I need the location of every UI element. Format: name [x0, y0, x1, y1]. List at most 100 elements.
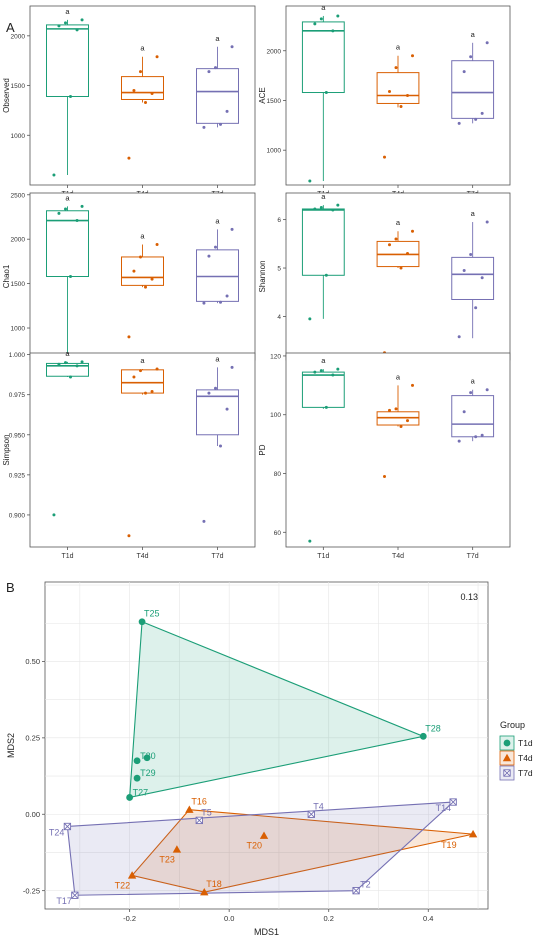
significance-letter: a	[321, 192, 326, 201]
significance-letter: a	[471, 30, 476, 39]
data-point	[336, 14, 340, 18]
data-point	[394, 66, 398, 70]
y-tick-label: 1.000	[9, 352, 26, 359]
box-T1d	[46, 24, 89, 97]
data-point	[75, 219, 79, 223]
box-T1d	[301, 208, 345, 276]
data-point	[132, 375, 136, 379]
x-tick-label: -0.2	[123, 914, 136, 923]
data-point	[150, 277, 154, 281]
legend-title: Group	[500, 720, 525, 730]
data-point	[319, 206, 323, 210]
data-point	[80, 360, 84, 364]
data-point	[313, 370, 317, 374]
marker-triangle	[259, 831, 269, 839]
point-label: T4	[313, 801, 324, 811]
data-point	[225, 294, 229, 298]
y-tick-label: 0.925	[9, 472, 26, 479]
stress-value: 0.13	[460, 592, 478, 602]
data-point	[139, 255, 142, 259]
y-tick-label: 2500	[11, 192, 26, 199]
x-tick-label: T1d	[61, 553, 73, 560]
y-axis-label: Simpson	[2, 434, 11, 465]
data-point	[319, 17, 323, 21]
data-point	[52, 173, 56, 177]
y-tick-label: 1500	[11, 281, 26, 288]
data-point	[230, 45, 234, 49]
y-tick-label: -0.25	[23, 886, 40, 895]
x-tick-label: T4d	[136, 553, 148, 560]
significance-letter: a	[140, 356, 145, 365]
data-point	[150, 389, 154, 393]
data-point	[394, 237, 398, 241]
data-point	[469, 55, 473, 59]
y-tick-label: 100	[270, 412, 281, 419]
data-point	[219, 444, 222, 448]
y-tick-label: 120	[270, 353, 281, 360]
data-point	[383, 474, 387, 478]
y-axis-label: Chao1	[2, 264, 11, 288]
point-label: T28	[425, 723, 441, 733]
point-T27: T27	[126, 787, 148, 801]
data-point	[139, 70, 142, 74]
box-T1d	[301, 21, 345, 94]
point-T17: T17	[56, 891, 79, 906]
data-point	[207, 70, 211, 74]
y-tick-label: 0.950	[9, 432, 26, 439]
data-point	[485, 388, 489, 392]
point-T22: T22	[115, 871, 137, 890]
data-point	[308, 317, 312, 321]
data-point	[219, 300, 222, 304]
x-tick-label: T1d	[317, 553, 329, 560]
boxplot-simpson: 0.900 0.925 0.950 0.975 1.000 Simpson T1d T4d T7…	[2, 349, 256, 560]
data-point	[230, 227, 234, 231]
y-axis-label: ACE	[258, 87, 267, 103]
box-T4d	[121, 256, 164, 286]
data-point	[405, 419, 409, 423]
data-point	[57, 211, 61, 215]
data-point	[69, 275, 72, 278]
y-tick-label: 0.00	[25, 810, 40, 819]
y-axis-label: PD	[258, 444, 267, 455]
point-T16: T16	[185, 797, 207, 813]
significance-letter: a	[215, 216, 220, 225]
point-T30: T30	[133, 751, 156, 765]
plot-frame	[44, 581, 489, 910]
data-point	[80, 18, 84, 22]
y-axis-label: MDS2	[6, 733, 16, 758]
boxplot-shannon: 456ShannonT1dT4dT7daaa	[258, 192, 511, 373]
data-point	[410, 383, 414, 387]
data-point	[139, 369, 142, 373]
data-point	[457, 439, 461, 443]
point-label: T20	[246, 841, 262, 851]
significance-letter: a	[471, 209, 476, 218]
data-point	[207, 254, 211, 258]
data-point	[324, 91, 328, 95]
data-point	[225, 109, 229, 113]
data-point	[405, 252, 409, 256]
point-T20: T20	[246, 831, 269, 851]
legend-label: T1d	[518, 738, 533, 748]
data-point	[144, 285, 147, 289]
y-tick-label: 1000	[267, 148, 282, 155]
significance-letter: a	[140, 44, 145, 53]
data-point	[308, 539, 312, 543]
data-point	[405, 94, 409, 97]
data-point	[399, 104, 403, 108]
x-tick-label: T7d	[467, 553, 479, 560]
data-point	[127, 335, 131, 339]
marker-cross	[195, 816, 203, 824]
box-T4d	[121, 76, 164, 100]
legend-label: T7d	[518, 768, 533, 778]
data-point	[480, 433, 484, 437]
point-T5: T5	[195, 807, 212, 825]
significance-letter: a	[65, 7, 70, 16]
point-label: T16	[191, 797, 207, 807]
y-tick-label: 1500	[11, 83, 26, 90]
y-tick-label: 0.975	[9, 392, 26, 399]
data-point	[480, 111, 484, 115]
y-tick-label: 1000	[11, 326, 26, 333]
point-T29: T29	[133, 768, 156, 782]
nmds-plot: -0.2 0.0 0.2 0.4 -0.25 0.00 0.25 0.50 MDS1 MDS2 0.…	[6, 581, 533, 937]
